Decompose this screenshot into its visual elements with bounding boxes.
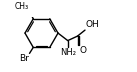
Text: Br: Br: [20, 54, 29, 63]
Text: NH₂: NH₂: [60, 48, 76, 57]
Text: CH₃: CH₃: [15, 2, 29, 11]
Text: O: O: [79, 46, 86, 55]
Text: OH: OH: [86, 20, 99, 29]
